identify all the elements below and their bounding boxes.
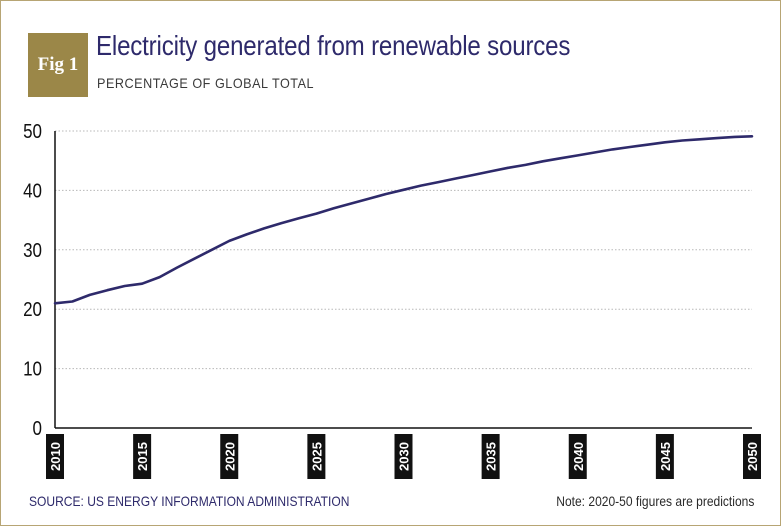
x-tick-label: 2015 [135, 442, 150, 471]
x-tick-label-box [568, 434, 587, 479]
x-tick-label-group: 2045 [655, 434, 674, 479]
x-tick-label-box [743, 434, 761, 479]
x-tick-label-group: 2015 [133, 434, 152, 479]
series-line [53, 135, 754, 305]
x-tick-label-box [394, 434, 413, 479]
x-tick-label-group: 2050 [743, 434, 761, 479]
y-tick-label: 50 [23, 120, 42, 143]
prediction-note: Note: 2020-50 figures are predictions [555, 493, 754, 509]
x-tick-label: 2020 [222, 442, 237, 471]
chart-title: Electricity generated from renewable sou… [96, 30, 571, 61]
x-tick-label-box [220, 434, 239, 479]
y-tick-label: 40 [23, 179, 42, 202]
figure-badge-label: Fig 1 [37, 54, 79, 75]
x-tick-label-group: 2030 [394, 434, 413, 479]
figure-badge: Fig 1 [28, 33, 88, 97]
x-tick-label-group: 2040 [568, 434, 587, 479]
x-tick-label: 2035 [484, 442, 499, 471]
x-tick-label: 2040 [571, 442, 586, 471]
x-tick-label-group: 2035 [481, 434, 500, 479]
x-tick-label-box [133, 434, 152, 479]
source-note: SOURCE: US ENERGY INFORMATION ADMINISTRA… [29, 493, 350, 509]
x-tick-label-group: 2025 [307, 434, 326, 479]
x-tick-label: 2030 [397, 442, 412, 471]
x-tick-label-box [46, 434, 64, 479]
x-tick-label-box [307, 434, 326, 479]
x-tick-label-box [655, 434, 674, 479]
x-tick-label: 2045 [658, 442, 673, 471]
x-tick-label: 2025 [309, 442, 324, 471]
x-tick-label-group: 2010 [46, 434, 64, 479]
x-tick-label-box [481, 434, 500, 479]
x-tick-label: 2010 [48, 442, 63, 471]
y-tick-label: 30 [23, 238, 42, 261]
y-tick-label: 0 [33, 417, 42, 440]
x-tick-label: 2050 [745, 442, 760, 471]
x-tick-label-group: 2020 [220, 434, 239, 479]
chart-subtitle: PERCENTAGE OF GLOBAL TOTAL [97, 75, 315, 91]
y-tick-label: 10 [23, 357, 42, 380]
y-tick-label: 20 [23, 298, 42, 321]
